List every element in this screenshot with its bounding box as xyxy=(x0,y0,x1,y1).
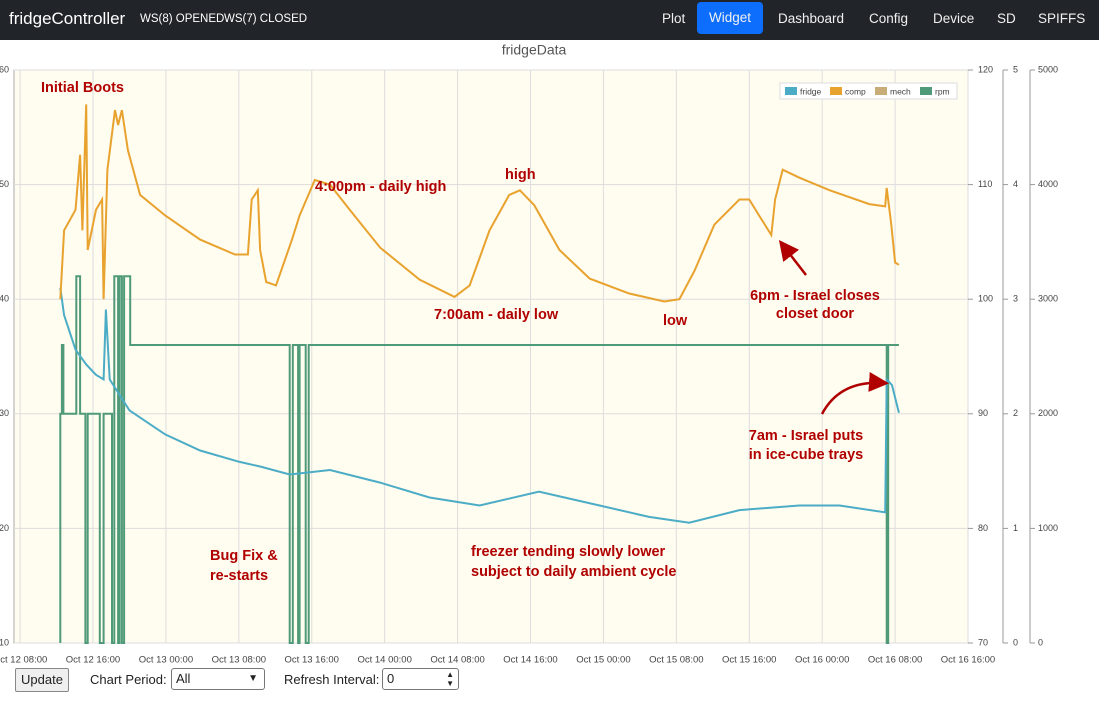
y-tick-label: 3000 xyxy=(1038,294,1058,304)
annotation: in ice-cube trays xyxy=(749,447,863,463)
x-tick-label: Oct 14 08:00 xyxy=(430,655,484,666)
y-tick-label: 50 xyxy=(0,179,9,189)
x-tick-label: Oct 15 16:00 xyxy=(722,655,776,666)
x-tick-label: Oct 16 08:00 xyxy=(868,655,922,666)
y-tick-label: 110 xyxy=(978,179,992,189)
y-tick-label: 4 xyxy=(1013,179,1018,189)
chart-title: fridgeData xyxy=(502,42,567,58)
x-tick-label: Oct 14 00:00 xyxy=(357,655,411,666)
y-tick-label: 1000 xyxy=(1038,523,1058,533)
y-tick-label: 70 xyxy=(978,637,988,647)
y-tick-label: 60 xyxy=(0,64,9,74)
refresh-label: Refresh Interval: xyxy=(284,672,380,687)
nav-item[interactable]: Config xyxy=(869,11,909,26)
brand[interactable]: fridgeController xyxy=(9,9,126,28)
period-select[interactable]: All ▼ xyxy=(171,668,265,690)
period-value: All xyxy=(176,671,191,686)
x-tick-label: Oct 14 16:00 xyxy=(503,655,557,666)
y-tick-label: 40 xyxy=(0,294,9,304)
x-tick-label: Oct 12 08:00 xyxy=(0,655,47,666)
annotation: high xyxy=(505,167,536,183)
ws-status: WS(8) OPENED xyxy=(140,13,225,25)
y-tick-label: 120 xyxy=(978,64,993,74)
legend-swatch xyxy=(785,87,797,95)
y-tick-label: 5 xyxy=(1013,64,1018,74)
y-tick-label: 20 xyxy=(0,523,9,533)
y-tick-label: 10 xyxy=(0,637,9,647)
period-label: Chart Period: xyxy=(90,672,167,687)
y-tick-label: 30 xyxy=(0,408,9,418)
annotation: Bug Fix & xyxy=(210,548,278,564)
arrow xyxy=(820,372,889,415)
y-tick-label: 2 xyxy=(1013,408,1018,418)
legend-swatch xyxy=(875,87,887,95)
y-tick-label: 0 xyxy=(1013,637,1018,647)
refresh-input[interactable]: 0 ▲ ▼ xyxy=(382,668,459,690)
y-tick-label: 80 xyxy=(978,523,988,533)
x-tick-label: Oct 12 16:00 xyxy=(66,655,120,666)
y-tick-label: 90 xyxy=(978,408,988,418)
x-tick-label: Oct 16 00:00 xyxy=(795,655,849,666)
legend xyxy=(779,82,958,100)
y-tick-label: 4000 xyxy=(1038,179,1058,189)
nav-item[interactable]: Device xyxy=(933,11,975,26)
y-tick-label: 2000 xyxy=(1038,408,1058,418)
nav-item[interactable]: SD xyxy=(997,11,1016,26)
annotation: Initial Boots xyxy=(41,80,124,96)
legend-swatch xyxy=(830,87,842,95)
annotation: 4:00pm - daily high xyxy=(315,179,446,195)
series-line xyxy=(59,104,900,303)
legend-swatch xyxy=(920,87,932,95)
ws-status: WS(7) CLOSED xyxy=(224,13,308,25)
annotation: 6pm - Israel closes xyxy=(750,288,880,304)
legend-label: rpm xyxy=(935,86,950,96)
nav-item[interactable]: Dashboard xyxy=(778,11,845,26)
dropdown-icon: ▼ xyxy=(248,673,258,684)
update-button[interactable]: Update xyxy=(15,668,69,692)
annotation: low xyxy=(663,313,688,329)
nav-item[interactable]: Plot xyxy=(662,11,686,26)
y-tick-label: 5000 xyxy=(1038,64,1058,74)
annotation: closet door xyxy=(776,306,855,322)
annotation: 7am - Israel puts xyxy=(749,428,863,444)
x-tick-label: Oct 16 16:00 xyxy=(941,655,995,666)
nav-item[interactable]: Widget xyxy=(697,2,764,34)
navbar: fridgeController WS(8) OPENED WS(7) CLOS… xyxy=(0,0,1099,40)
nav-item[interactable]: SPIFFS xyxy=(1038,11,1086,26)
y-tick-label: 3 xyxy=(1013,294,1018,304)
annotation: re-starts xyxy=(210,568,268,584)
refresh-value: 0 xyxy=(387,671,395,686)
spinner: ▲ ▼ xyxy=(446,670,454,688)
legend-label: comp xyxy=(845,86,866,96)
legend-label: mech xyxy=(890,86,911,96)
series-line xyxy=(59,275,899,644)
plot-area xyxy=(13,69,969,644)
series-line xyxy=(59,287,900,524)
x-tick-label: Oct 13 16:00 xyxy=(285,655,339,666)
arrow xyxy=(778,240,807,276)
x-tick-label: Oct 13 00:00 xyxy=(139,655,193,666)
chart: fridgeData Oct 12 08:00 Oct 12 16:00 Oct 1… xyxy=(0,42,1058,666)
annotation: freezer tending slowly lower xyxy=(471,544,666,560)
annotation: subject to daily ambient cycle xyxy=(471,564,677,580)
x-tick-label: Oct 13 08:00 xyxy=(212,655,266,666)
y-tick-label: 1 xyxy=(1013,523,1018,533)
y-tick-label: 100 xyxy=(978,294,993,304)
annotation: 7:00am - daily low xyxy=(434,307,559,323)
x-tick-label: Oct 15 00:00 xyxy=(576,655,630,666)
legend-label: fridge xyxy=(800,86,822,96)
y-tick-label: 0 xyxy=(1038,637,1043,647)
x-tick-label: Oct 15 08:00 xyxy=(649,655,703,666)
